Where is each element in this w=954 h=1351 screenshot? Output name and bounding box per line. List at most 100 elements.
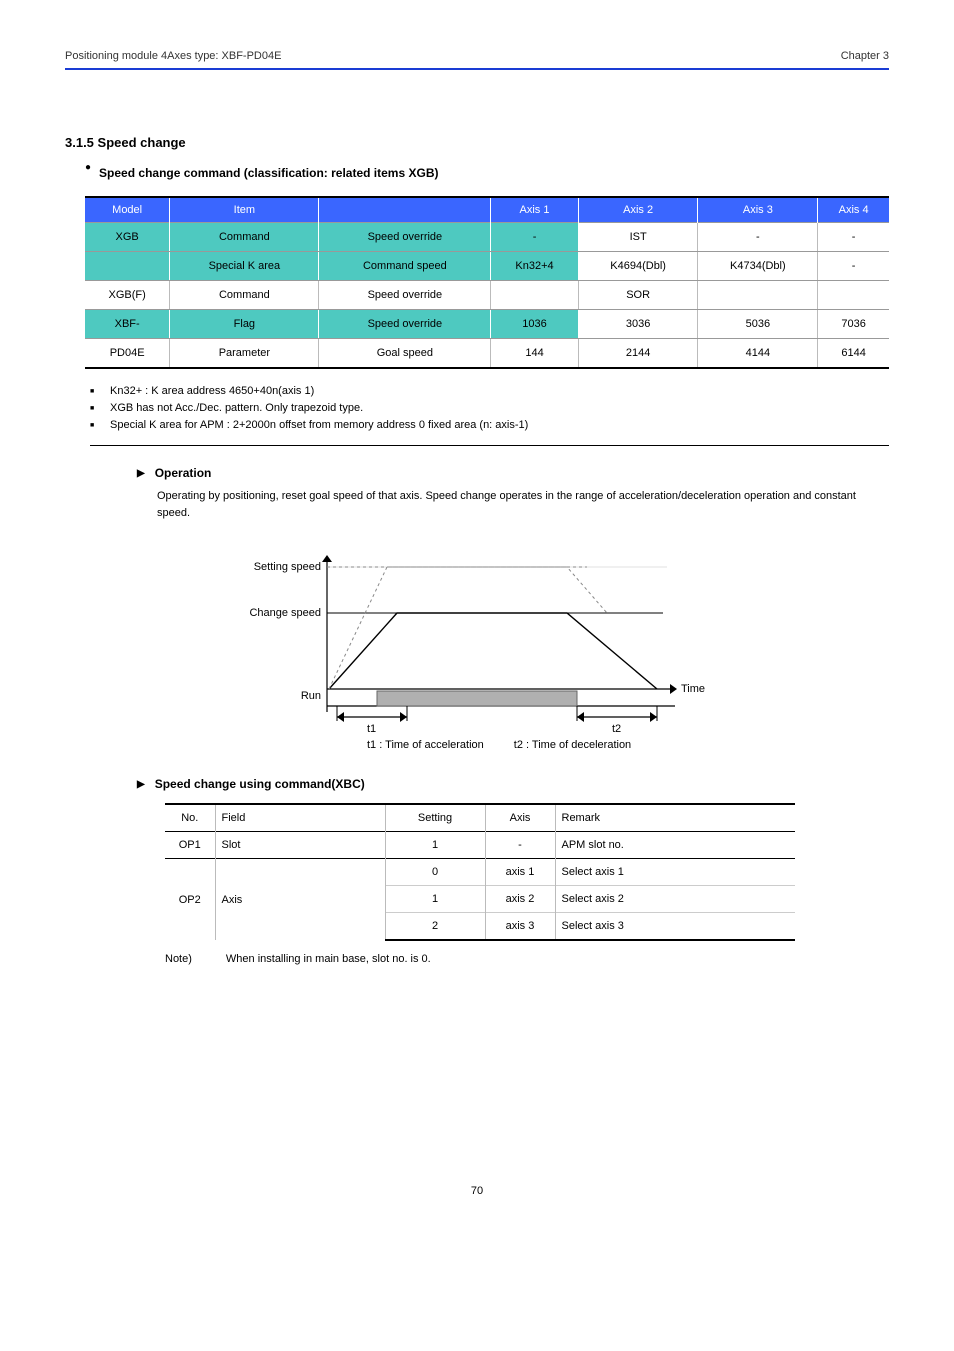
section-heading: 3.1.5 Speed change	[65, 135, 889, 150]
table-cell: Goal speed	[319, 339, 491, 369]
table-cell: -	[491, 223, 578, 252]
table-row: XBF-FlagSpeed override1036303650367036	[85, 310, 889, 339]
t1-h4: Axis 2	[578, 197, 698, 223]
table-cell: Command	[170, 281, 319, 310]
chart-legend: t1 : Time of accelerationt2 : Time of de…	[367, 739, 631, 751]
table-cell: axis 3	[485, 913, 555, 941]
sub-heading-text: Speed change command (classification: re…	[99, 166, 438, 180]
t1-h3: Axis 1	[491, 197, 578, 223]
after-note-text: When installing in main base, slot no. i…	[226, 953, 431, 965]
table-cell: OP2	[165, 859, 215, 941]
t1-h0: Model	[85, 197, 170, 223]
table-cell: 1	[385, 886, 485, 913]
table-cell: Speed override	[319, 310, 491, 339]
table-cell: Speed override	[319, 223, 491, 252]
item1-body: Operating by positioning, reset goal spe…	[157, 488, 889, 521]
table-cell: -	[698, 223, 818, 252]
page-number: 70	[65, 1185, 889, 1197]
table-cell: 1	[385, 832, 485, 859]
table-cell: Select axis 2	[555, 886, 795, 913]
arrow-icon: ▶	[137, 466, 145, 480]
table-cell: 7036	[818, 310, 889, 339]
table-cell: OP1	[165, 832, 215, 859]
item2-block: ▶ Speed change using command(XBC)	[65, 777, 889, 791]
note-item: ■XGB has not Acc./Dec. pattern. Only tra…	[90, 402, 889, 416]
table1-wrap: Model Item Axis 1 Axis 2 Axis 3 Axis 4 X…	[85, 196, 889, 369]
table-cell: -	[818, 252, 889, 281]
table-cell: -	[485, 832, 555, 859]
table2-wrap: No. Field Setting Axis Remark OP1Slot1-A…	[165, 803, 795, 941]
table-cell: 3036	[578, 310, 698, 339]
item1-block: ▶ Operation Operating by positioning, re…	[65, 466, 889, 521]
chart-label: t2	[612, 723, 621, 735]
item1-title: Operation	[155, 466, 212, 480]
t2-h3: Axis	[485, 804, 555, 832]
square-icon: ■	[90, 385, 98, 399]
note-text: Special K area for APM : 2+2000n offset …	[110, 419, 528, 433]
square-icon: ■	[90, 419, 98, 433]
table-cell: 2	[385, 913, 485, 941]
note-item: ■ Kn32+ : K area address 4650+40n(axis 1)	[90, 385, 889, 399]
table1-notes: ■ Kn32+ : K area address 4650+40n(axis 1)…	[90, 385, 889, 433]
table-cell: Kn32+4	[491, 252, 578, 281]
arrow-icon: ▶	[137, 777, 145, 791]
table-cell: Select axis 3	[555, 913, 795, 941]
table-cell: 6144	[818, 339, 889, 369]
table-cell: SOR	[578, 281, 698, 310]
table-cell: Special K area	[170, 252, 319, 281]
item2-heading: ▶ Speed change using command(XBC)	[137, 777, 889, 791]
table-cell: axis 1	[485, 859, 555, 886]
square-icon: ■	[90, 402, 98, 416]
table-row: PD04EParameterGoal speed144214441446144	[85, 339, 889, 369]
table-row: XGBCommandSpeed override-IST--	[85, 223, 889, 252]
table-row: OP1Slot1-APM slot no.	[165, 832, 795, 859]
page-header: Positioning module 4Axes type: XBF-PD04E…	[65, 50, 889, 62]
table-cell: Flag	[170, 310, 319, 339]
table-row: Special K areaCommand speedKn32+4K4694(D…	[85, 252, 889, 281]
table-cell: axis 2	[485, 886, 555, 913]
table-cell	[85, 252, 170, 281]
t2-header-row: No. Field Setting Axis Remark	[165, 804, 795, 832]
table-cell: 2144	[578, 339, 698, 369]
table-cell: Command	[170, 223, 319, 252]
t2-h2: Setting	[385, 804, 485, 832]
table-cell: Select axis 1	[555, 859, 795, 886]
bullet-sub-heading: ● Speed change command (classification: …	[65, 160, 889, 190]
chart-label: Setting speed	[254, 561, 321, 573]
chart-label: Run	[301, 690, 321, 702]
table-cell: Slot	[215, 832, 385, 859]
table-cell: APM slot no.	[555, 832, 795, 859]
chart-label: Change speed	[249, 607, 321, 619]
t2-h0: No.	[165, 804, 215, 832]
notes-rule	[90, 445, 889, 446]
table-row: XGB(F)CommandSpeed overrideSOR	[85, 281, 889, 310]
table2: No. Field Setting Axis Remark OP1Slot1-A…	[165, 803, 795, 941]
table-cell: 1036	[491, 310, 578, 339]
table-cell: PD04E	[85, 339, 170, 369]
table-cell: Speed override	[319, 281, 491, 310]
t1-h5: Axis 3	[698, 197, 818, 223]
table-row: OP2Axis0axis 1Select axis 1	[165, 859, 795, 886]
t2-h4: Remark	[555, 804, 795, 832]
t1-h2	[319, 197, 491, 223]
table-cell: 144	[491, 339, 578, 369]
t2-h1: Field	[215, 804, 385, 832]
note-text: Kn32+ : K area address 4650+40n(axis 1)	[110, 385, 314, 399]
t1-h6: Axis 4	[818, 197, 889, 223]
chart-label: t1	[367, 723, 376, 735]
table-cell: K4694(Dbl)	[578, 252, 698, 281]
table-cell: XGB	[85, 223, 170, 252]
after-note-label: Note)	[165, 953, 192, 965]
chart-label: Time	[681, 683, 705, 695]
t1-h1: Item	[170, 197, 319, 223]
table-cell: Command speed	[319, 252, 491, 281]
header-left: Positioning module 4Axes type: XBF-PD04E	[65, 50, 281, 62]
bullet-icon: ●	[85, 160, 91, 175]
table-cell	[491, 281, 578, 310]
after-note: Note) When installing in main base, slot…	[165, 953, 889, 965]
note-item: ■ Special K area for APM : 2+2000n offset…	[90, 419, 889, 433]
table-cell: IST	[578, 223, 698, 252]
table-cell: 5036	[698, 310, 818, 339]
header-right: Chapter 3	[841, 50, 889, 62]
table-cell: Parameter	[170, 339, 319, 369]
